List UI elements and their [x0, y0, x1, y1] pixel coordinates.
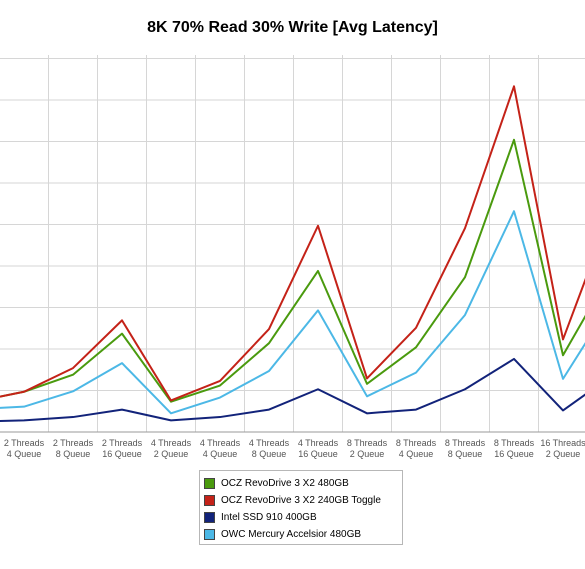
x-tick-label: 16 Queue — [298, 449, 338, 459]
legend-swatch — [204, 495, 215, 506]
x-tick-label: 4 Threads — [151, 438, 192, 448]
series-line-3 — [0, 357, 585, 422]
x-tick-label: 2 Threads — [102, 438, 143, 448]
x-tick-label: 16 Queue — [102, 449, 142, 459]
x-tick-label: 4 Queue — [7, 449, 42, 459]
series-lines — [0, 85, 585, 422]
x-tick-label: 2 Queue — [546, 449, 581, 459]
x-tick-label: 2 Threads — [4, 438, 45, 448]
legend-swatch — [204, 529, 215, 540]
x-tick-label: 4 Queue — [203, 449, 238, 459]
x-tick-label: 8 Queue — [448, 449, 483, 459]
series-line-2 — [0, 85, 585, 402]
legend: OCZ RevoDrive 3 X2 480GB OCZ RevoDrive 3 … — [199, 470, 403, 545]
series-line-4 — [0, 210, 585, 415]
legend-label: OWC Mercury Accelsior 480GB — [221, 529, 362, 540]
x-tick-label: 2 Threads — [53, 438, 94, 448]
x-tick-label: 8 Threads — [445, 438, 486, 448]
x-tick-label: 8 Queue — [56, 449, 91, 459]
legend-item: Intel SSD 910 400GB — [204, 509, 402, 526]
x-tick-label: 4 Threads — [298, 438, 339, 448]
x-tick-label: 4 Threads — [249, 438, 290, 448]
x-tick-label: 4 Queue — [399, 449, 434, 459]
gridlines — [0, 55, 585, 432]
x-tick-label: 16 Threads — [540, 438, 585, 448]
series-line-1 — [0, 138, 585, 403]
legend-swatch — [204, 478, 215, 489]
x-tick-label: 16 Queue — [494, 449, 534, 459]
legend-item: OWC Mercury Accelsior 480GB — [204, 526, 402, 543]
legend-item: OCZ RevoDrive 3 X2 480GB — [204, 475, 402, 492]
x-tick-label: 8 Threads — [494, 438, 535, 448]
legend-swatch — [204, 512, 215, 523]
x-tick-label: 4 Threads — [200, 438, 241, 448]
x-tick-label: 8 Threads — [396, 438, 437, 448]
x-tick-label: 2 Queue — [154, 449, 189, 459]
legend-label: Intel SSD 910 400GB — [221, 512, 317, 523]
legend-label: OCZ RevoDrive 3 X2 240GB Toggle — [221, 495, 381, 506]
x-tick-label: 2 Queue — [350, 449, 385, 459]
x-tick-label: 8 Queue — [252, 449, 287, 459]
legend-item: OCZ RevoDrive 3 X2 240GB Toggle — [204, 492, 402, 509]
legend-label: OCZ RevoDrive 3 X2 480GB — [221, 478, 349, 489]
x-tick-label: 8 Threads — [347, 438, 388, 448]
chart-title: 8K 70% Read 30% Write [Avg Latency] — [147, 19, 438, 36]
